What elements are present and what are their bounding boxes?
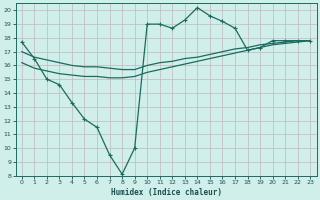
X-axis label: Humidex (Indice chaleur): Humidex (Indice chaleur): [110, 188, 221, 197]
